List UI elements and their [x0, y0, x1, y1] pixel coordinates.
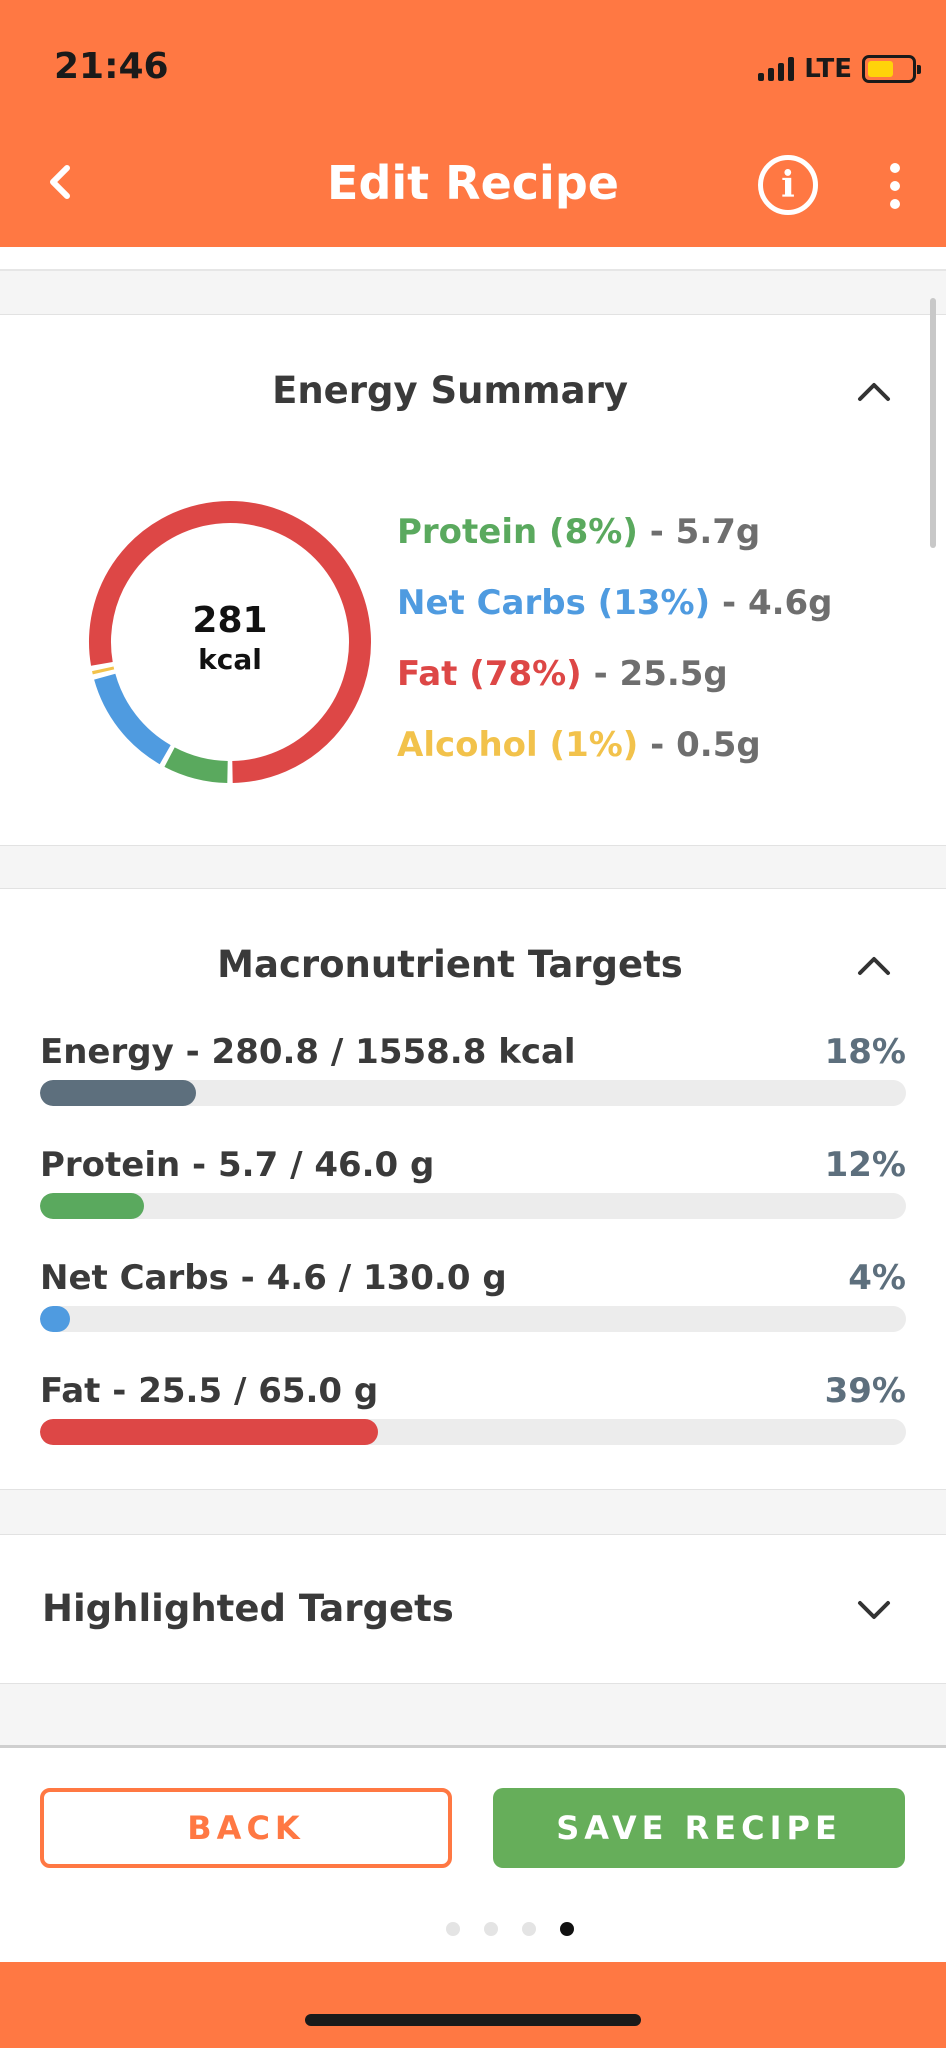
- battery-icon: [862, 55, 921, 83]
- target-protein-percent: 12%: [824, 1145, 906, 1185]
- highlighted-targets-card[interactable]: Highlighted Targets: [0, 1534, 946, 1684]
- target-fat-percent: 39%: [824, 1371, 906, 1411]
- legend-protein-label: Protein (8%): [397, 512, 638, 552]
- donut-center-label: 281 kcal: [88, 600, 372, 678]
- legend-protein-amount: 5.7g: [675, 512, 761, 552]
- network-label: LTE: [804, 54, 852, 84]
- more-vertical-icon[interactable]: [880, 163, 910, 209]
- chevron-down-icon[interactable]: [854, 1591, 894, 1631]
- target-fat: Fat - 25.5 / 65.0 g 39%: [40, 1371, 906, 1445]
- donut-segment-fat: [89, 501, 371, 783]
- target-protein-label: Protein - 5.7 / 46.0 g: [40, 1145, 435, 1185]
- donut-segment-protein: [164, 747, 229, 783]
- target-energy-percent: 18%: [824, 1032, 906, 1072]
- home-indicator: [305, 2014, 641, 2026]
- scrollbar[interactable]: [930, 298, 936, 548]
- legend-net-carbs-amount: 4.6g: [747, 583, 833, 623]
- back-button[interactable]: BACK: [40, 1788, 452, 1868]
- info-glyph: i: [781, 164, 795, 206]
- target-net-carbs-label: Net Carbs - 4.6 / 130.0 g: [40, 1258, 507, 1298]
- save-recipe-button[interactable]: SAVE RECIPE: [493, 1788, 905, 1868]
- info-icon[interactable]: i: [758, 155, 818, 215]
- content-top-strip: [0, 247, 946, 271]
- legend-alcohol-label: Alcohol (1%): [397, 725, 639, 765]
- footer-divider: [0, 1745, 946, 1748]
- target-net-carbs: Net Carbs - 4.6 / 130.0 g 4%: [40, 1258, 906, 1332]
- target-energy-label: Energy - 280.8 / 1558.8 kcal: [40, 1032, 576, 1072]
- target-fat-label: Fat - 25.5 / 65.0 g: [40, 1371, 379, 1411]
- macronutrient-targets-card: Macronutrient Targets: [0, 888, 946, 1490]
- target-fat-progress: [40, 1419, 906, 1445]
- legend-fat: Fat (78%) - 25.5g: [397, 654, 728, 694]
- chevron-up-icon[interactable]: [854, 945, 894, 985]
- target-energy: Energy - 280.8 / 1558.8 kcal 18%: [40, 1032, 906, 1106]
- legend-alcohol-amount: 0.5g: [676, 725, 761, 765]
- chevron-left-icon[interactable]: [38, 160, 82, 204]
- page-dot: [560, 1922, 574, 1936]
- legend-alcohol: Alcohol (1%) - 0.5g: [397, 725, 761, 765]
- signal-icon: [758, 57, 795, 81]
- chevron-up-icon[interactable]: [854, 371, 894, 411]
- status-time: 21:46: [54, 46, 169, 87]
- page-indicator: [0, 1922, 946, 1936]
- macronutrient-targets-title: Macronutrient Targets: [217, 943, 683, 986]
- page-dot: [522, 1922, 536, 1936]
- legend-fat-amount: 25.5g: [619, 654, 728, 694]
- target-net-carbs-progress: [40, 1306, 906, 1332]
- energy-donut-chart: [89, 501, 371, 783]
- page-dot: [446, 1922, 460, 1936]
- page-dot: [484, 1922, 498, 1936]
- target-energy-progress: [40, 1080, 906, 1106]
- page-title: Edit Recipe: [327, 156, 619, 210]
- highlighted-targets-title: Highlighted Targets: [42, 1587, 454, 1630]
- energy-summary-title: Energy Summary: [272, 369, 628, 412]
- calories-unit: kcal: [198, 643, 262, 676]
- status-indicators: LTE: [758, 52, 921, 86]
- legend-protein: Protein (8%) - 5.7g: [397, 512, 761, 552]
- legend-fat-label: Fat (78%): [397, 654, 582, 694]
- legend-net-carbs: Net Carbs (13%) - 4.6g: [397, 583, 833, 623]
- legend-net-carbs-label: Net Carbs (13%): [397, 583, 711, 623]
- donut-segment-alcohol: [92, 666, 115, 675]
- donut-segment-net-carbs: [94, 673, 171, 765]
- target-protein: Protein - 5.7 / 46.0 g 12%: [40, 1145, 906, 1219]
- battery-level: [868, 61, 894, 77]
- target-protein-progress: [40, 1193, 906, 1219]
- calories-value: 281: [192, 600, 268, 641]
- bottom-bar: [0, 1962, 946, 2048]
- target-net-carbs-percent: 4%: [848, 1258, 906, 1298]
